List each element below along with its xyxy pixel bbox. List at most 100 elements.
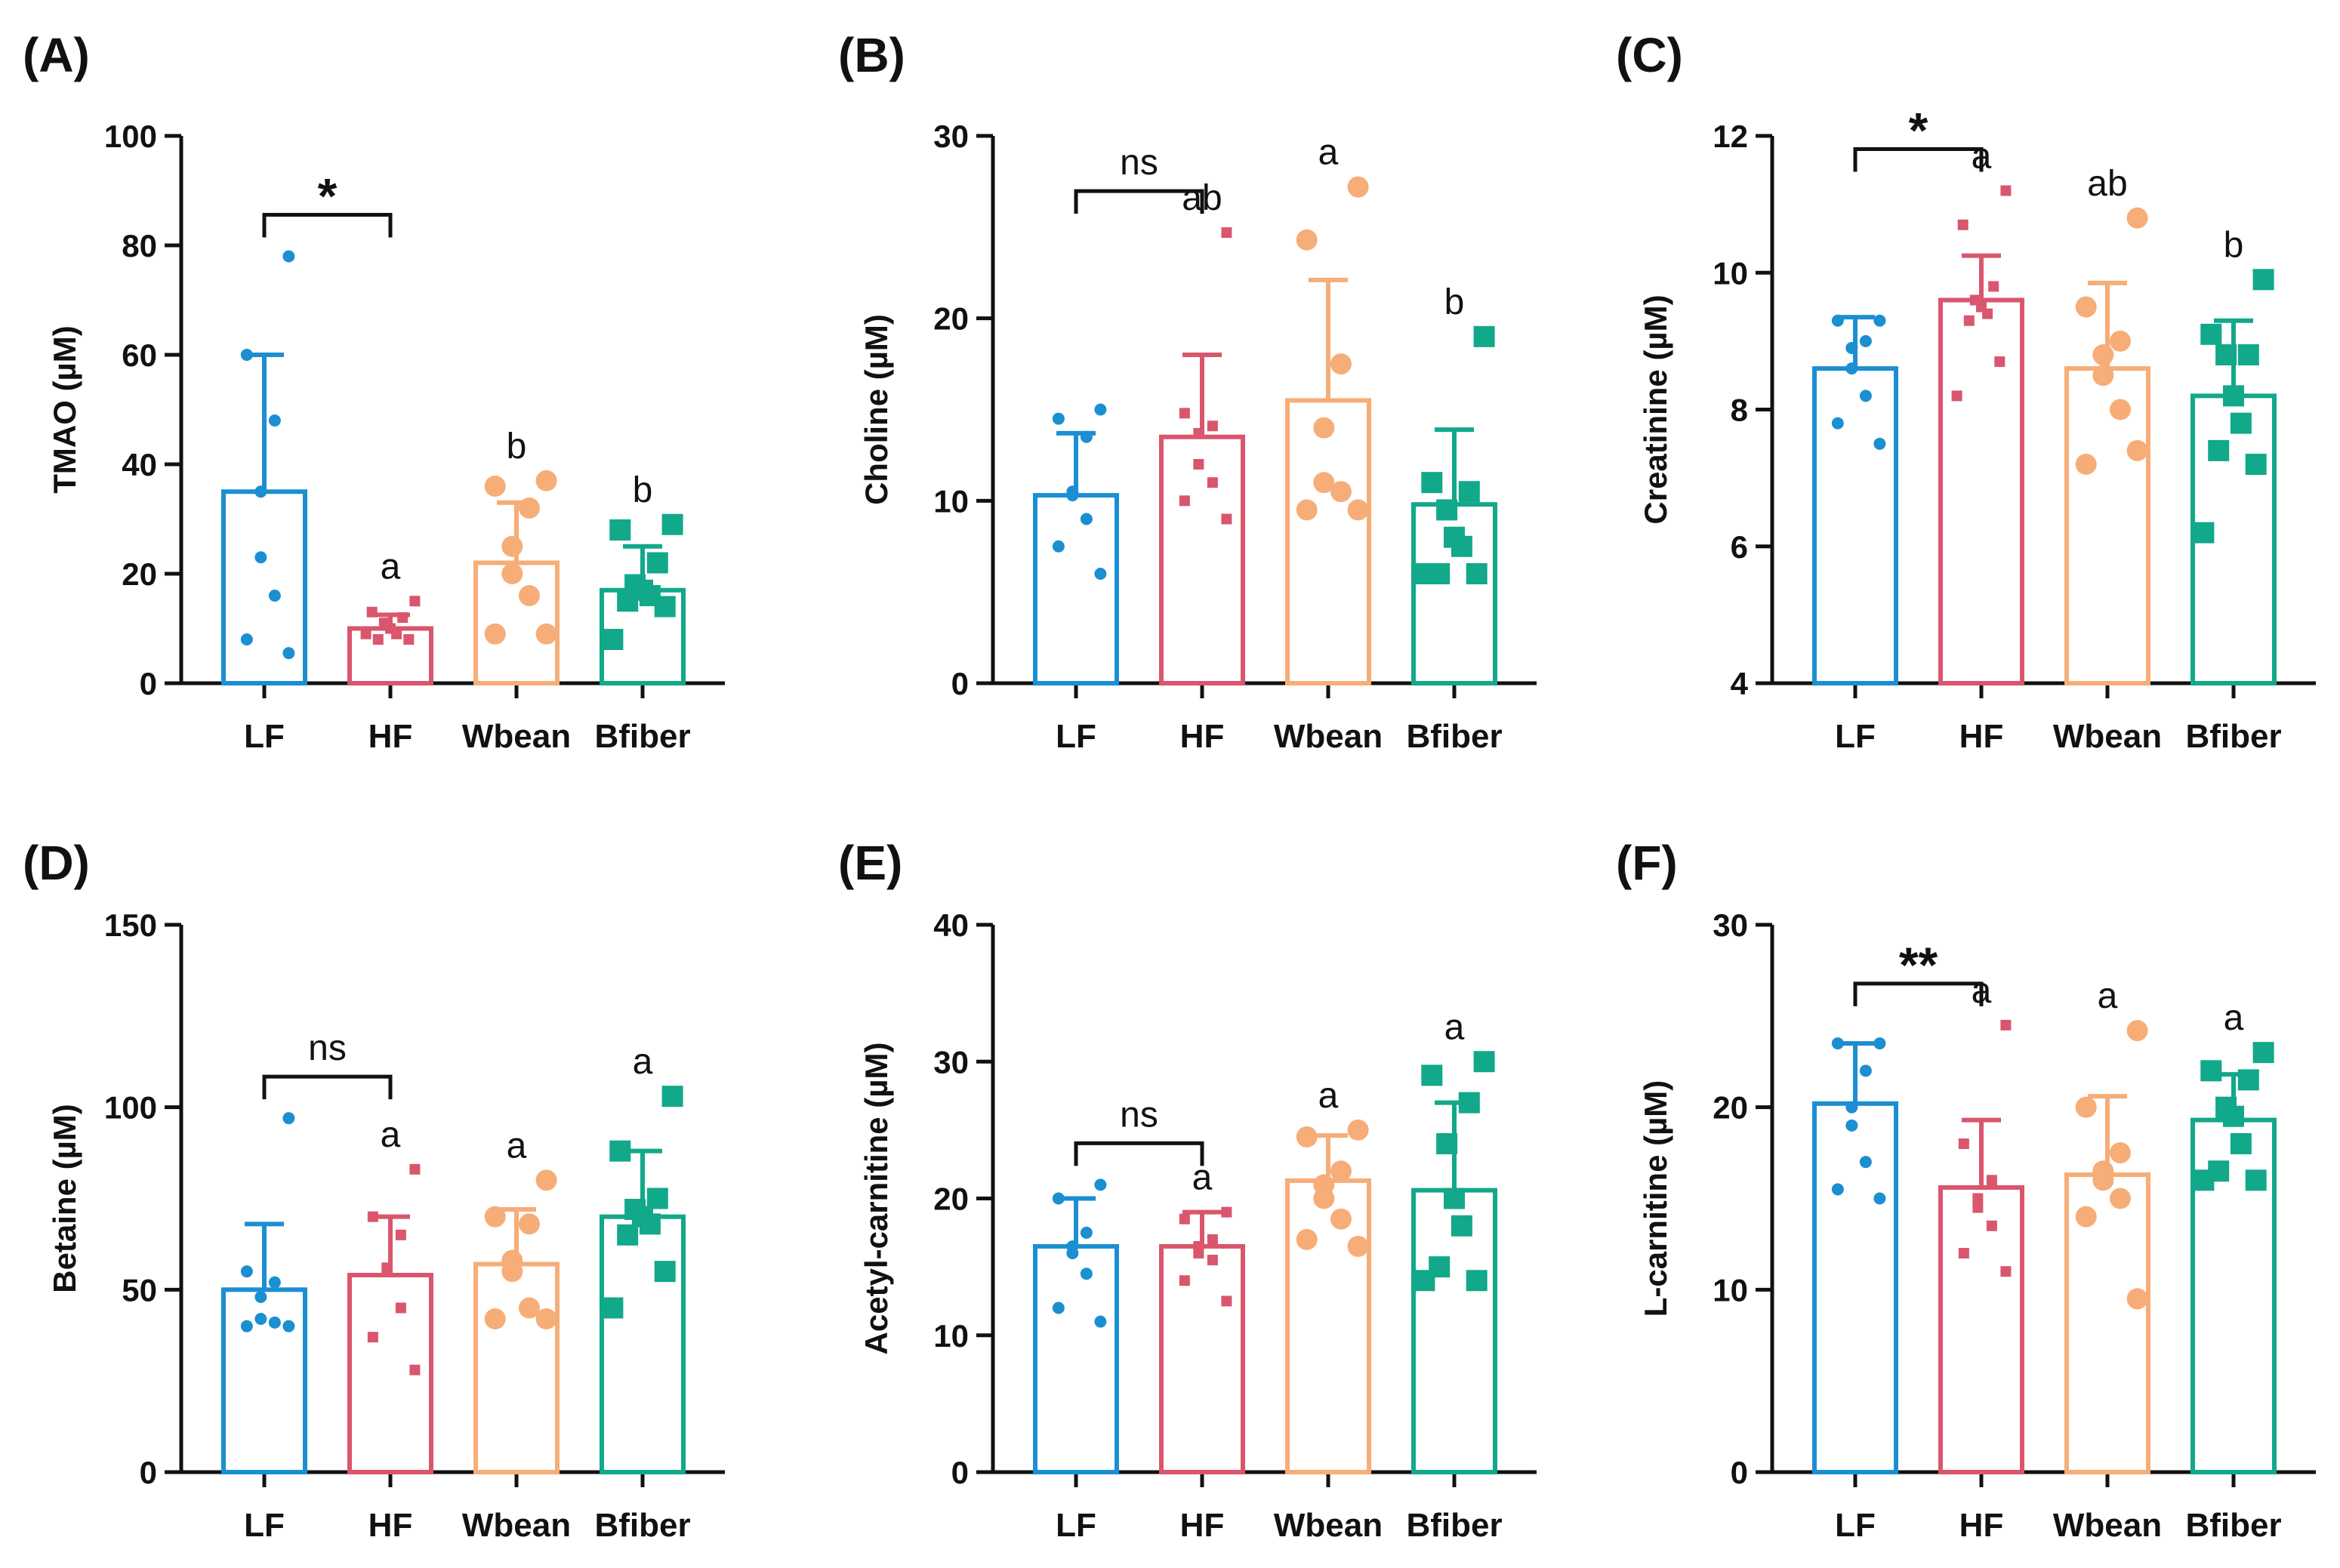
point-Bfiber <box>2215 344 2237 365</box>
point-Wbean <box>535 623 557 645</box>
point-Bfiber <box>1473 1051 1495 1073</box>
point-HF <box>395 1302 406 1314</box>
significance-label: ns <box>1120 143 1158 183</box>
point-Bfiber <box>602 1297 624 1319</box>
y-tick-label: 20 <box>1713 1090 1748 1126</box>
point-LF <box>254 551 267 564</box>
point-LF <box>1831 1183 1844 1196</box>
x-category-label: HF <box>1180 1507 1225 1544</box>
y-tick-label: 0 <box>951 1455 969 1490</box>
panel-letter: (E) <box>838 836 902 890</box>
point-LF <box>1080 430 1093 443</box>
x-category-label: Bfiber <box>594 718 690 755</box>
point-Wbean <box>2092 365 2114 387</box>
point-HF <box>366 606 378 618</box>
point-LF <box>1080 513 1093 525</box>
x-category-label: LF <box>244 718 285 755</box>
point-Bfiber <box>2230 412 2252 434</box>
bar-Wbean <box>2064 366 2150 685</box>
bar-Wbean <box>1285 1178 1371 1474</box>
point-Wbean <box>1296 499 1318 521</box>
point-HF <box>360 628 372 639</box>
x-category-label: LF <box>1056 1507 1096 1544</box>
point-HF <box>2000 1266 2012 1277</box>
point-Wbean <box>518 1213 540 1235</box>
point-HF <box>1986 1220 1997 1231</box>
x-category-label: Bfiber <box>1406 718 1502 755</box>
y-axis-title: Betaine (µM) <box>47 1104 82 1293</box>
point-HF <box>2000 185 2012 196</box>
point-Wbean <box>1347 499 1369 521</box>
point-LF <box>1845 1101 1858 1114</box>
point-LF <box>1094 1178 1107 1191</box>
point-Bfiber <box>1421 472 1443 494</box>
point-Wbean <box>518 498 540 519</box>
chart-panel-4: (E) 0 10 20 30 40 Acetyl-carnitine (µM) LF HF a Wb… <box>838 836 1537 1544</box>
point-Wbean <box>535 470 557 491</box>
y-tick-label: 100 <box>104 1090 157 1126</box>
y-tick-label: 0 <box>951 666 969 701</box>
x-category-label: Bfiber <box>2185 1507 2281 1544</box>
point-HF <box>1972 1193 1984 1204</box>
group-letter: a <box>2098 976 2118 1016</box>
point-Bfiber <box>2208 439 2230 461</box>
point-LF <box>1859 1156 1872 1169</box>
point-HF <box>409 596 421 607</box>
y-tick-label: 60 <box>122 337 157 373</box>
point-Wbean <box>2126 439 2148 461</box>
group-letter: a <box>1318 133 1339 173</box>
point-Bfiber <box>1436 1133 1458 1154</box>
y-tick-label: 4 <box>1731 666 1749 701</box>
y-tick-label: 10 <box>1713 1272 1748 1308</box>
point-HF <box>1179 1213 1190 1225</box>
point-HF <box>367 1211 378 1222</box>
significance-bracket <box>1853 981 1984 1006</box>
point-HF <box>1193 459 1204 470</box>
point-Bfiber <box>1414 563 1435 584</box>
point-Bfiber <box>1436 499 1458 521</box>
point-Wbean <box>1330 1160 1352 1182</box>
x-category-label: HF <box>1959 1507 2004 1544</box>
point-HF <box>1221 1295 1232 1307</box>
point-Bfiber <box>2245 454 2267 475</box>
point-Bfiber <box>2223 1105 2244 1127</box>
point-Wbean <box>1313 1188 1335 1209</box>
point-LF <box>1052 412 1065 425</box>
y-tick-label: 10 <box>933 483 969 519</box>
group-letter: a <box>507 1126 527 1166</box>
significance-label: * <box>1909 103 1928 159</box>
x-category-label: LF <box>1056 718 1096 755</box>
point-Bfiber <box>2193 1169 2215 1191</box>
point-Wbean <box>2109 330 2131 352</box>
bar-HF <box>1159 1243 1245 1474</box>
point-Wbean <box>1347 176 1369 198</box>
point-Bfiber <box>2237 1069 2259 1091</box>
point-Wbean <box>518 585 540 606</box>
significance-bracket <box>1074 1141 1204 1166</box>
point-Bfiber <box>2200 323 2222 345</box>
y-tick-label: 40 <box>933 907 969 943</box>
bar-LF <box>1033 1243 1119 1474</box>
point-Wbean <box>2075 1096 2097 1118</box>
point-LF <box>1873 1037 1886 1050</box>
point-HF <box>1958 1138 1969 1149</box>
point-Bfiber <box>609 1140 631 1162</box>
point-Bfiber <box>1414 1270 1435 1292</box>
point-LF <box>1859 1064 1872 1077</box>
significance-label: * <box>318 168 338 224</box>
point-LF <box>1080 1226 1093 1239</box>
point-Wbean <box>2092 1169 2114 1191</box>
point-LF <box>1052 1192 1065 1205</box>
chart-panel-5: (F) 0 10 20 30 L-carnitine (µM) LF HF a Wbean a Bfi… <box>1616 836 2316 1544</box>
point-Bfiber <box>654 596 676 618</box>
y-tick-label: 100 <box>104 119 157 154</box>
point-HF <box>1207 1255 1218 1266</box>
point-LF <box>1873 1192 1886 1205</box>
point-Bfiber <box>2245 1169 2267 1191</box>
point-Bfiber <box>1451 1215 1472 1237</box>
y-tick-label: 30 <box>933 1044 969 1080</box>
bar-HF <box>1938 297 2024 685</box>
bar-HF <box>1159 434 1245 685</box>
